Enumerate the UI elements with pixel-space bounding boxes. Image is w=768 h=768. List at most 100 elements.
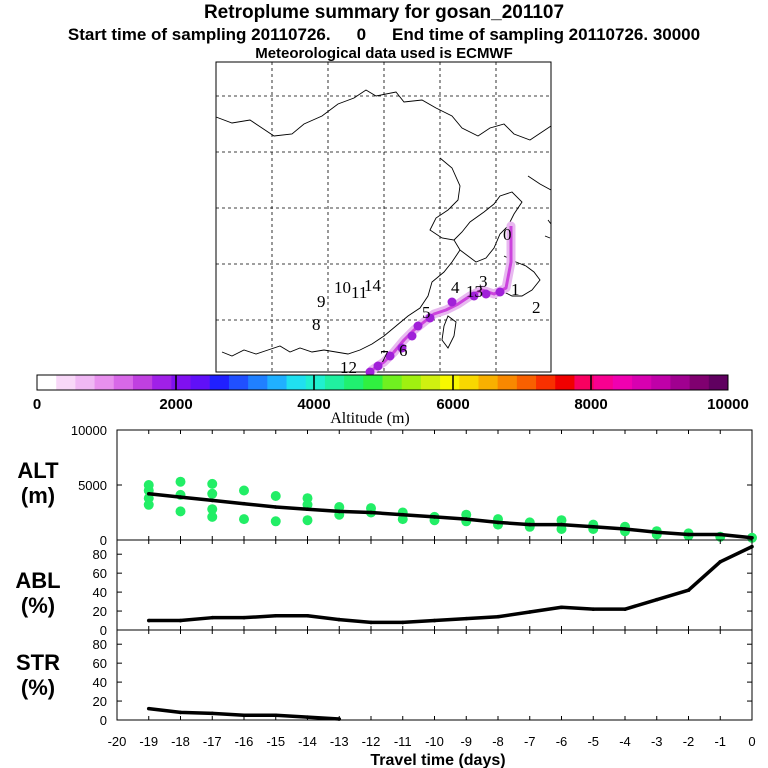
data-point bbox=[750, 536, 754, 540]
scatter-point bbox=[270, 516, 281, 527]
plume-point bbox=[373, 361, 383, 371]
data-point bbox=[464, 517, 469, 521]
x-tick-label: -7 bbox=[524, 734, 536, 749]
data-point bbox=[686, 532, 691, 537]
data-point bbox=[623, 527, 627, 531]
data-point bbox=[146, 618, 151, 623]
data-point bbox=[623, 607, 627, 611]
trajectory-label-day: 13 bbox=[466, 282, 483, 301]
y-tick-label: 60 bbox=[93, 566, 107, 581]
data-point bbox=[559, 522, 564, 527]
data-point bbox=[432, 515, 437, 519]
data-point bbox=[242, 713, 246, 718]
data-point bbox=[400, 620, 405, 625]
colorbar-cell bbox=[75, 375, 96, 390]
start-time-label: Start time of sampling 20110726. bbox=[67, 25, 331, 44]
x-tick-label: -17 bbox=[203, 734, 222, 749]
scatter-point bbox=[207, 504, 218, 515]
plume-point bbox=[413, 321, 423, 331]
x-tick-label: -10 bbox=[425, 734, 444, 749]
series-line bbox=[148, 545, 753, 625]
trajectory-label-day: 8 bbox=[312, 315, 321, 334]
colorbar-cell bbox=[324, 375, 345, 390]
trajectory-label-day: 12 bbox=[340, 358, 357, 377]
scatter-point bbox=[143, 499, 154, 510]
colorbar-cell bbox=[651, 375, 671, 390]
data-point bbox=[337, 617, 342, 622]
x-tick-label: -9 bbox=[460, 734, 472, 749]
plume-point bbox=[495, 287, 505, 297]
series-line bbox=[148, 492, 753, 540]
trajectory-plume bbox=[365, 221, 516, 377]
data-point bbox=[273, 613, 278, 618]
data-point bbox=[146, 706, 151, 711]
colorbar-cell bbox=[593, 375, 614, 390]
plume-point bbox=[447, 297, 457, 307]
x-tick-label: -19 bbox=[139, 734, 158, 749]
data-point bbox=[210, 498, 215, 503]
colorbar-cell bbox=[228, 375, 249, 390]
data-point bbox=[400, 512, 405, 517]
colorbar-cell bbox=[689, 375, 710, 390]
panel-label: (m) bbox=[21, 483, 55, 508]
colorbar-cell bbox=[344, 375, 364, 390]
y-tick-label: 20 bbox=[93, 694, 107, 709]
x-tick-label: -3 bbox=[651, 734, 663, 749]
met-data-line: Meteorological data used is ECMWF bbox=[255, 45, 513, 62]
colorbar-cell bbox=[94, 375, 115, 390]
data-point bbox=[591, 607, 596, 611]
colorbar-cell bbox=[516, 375, 537, 390]
y-tick-label: 80 bbox=[93, 637, 107, 652]
data-point bbox=[654, 597, 659, 602]
colorbar-cell bbox=[267, 375, 288, 390]
y-tick-label: 60 bbox=[93, 656, 107, 671]
colorbar-tick-label: 2000 bbox=[159, 396, 192, 413]
colorbar-cell bbox=[305, 375, 326, 390]
x-tick-label: -20 bbox=[108, 734, 127, 749]
colorbar-cell bbox=[478, 375, 499, 390]
trajectory-label-day: 6 bbox=[399, 341, 408, 360]
data-point bbox=[242, 501, 246, 506]
trajectory-label-day: 11 bbox=[351, 283, 367, 302]
trajectory-label-day: 7 bbox=[380, 347, 389, 366]
data-point bbox=[305, 613, 310, 618]
y-tick-label: 20 bbox=[93, 604, 107, 619]
x-tick-label: -8 bbox=[492, 734, 504, 749]
y-tick-label: 40 bbox=[93, 585, 107, 600]
map-gridlines bbox=[216, 62, 551, 372]
coastlines bbox=[215, 89, 552, 357]
x-tick-label: -4 bbox=[619, 734, 631, 749]
map-frame bbox=[215, 61, 552, 373]
x-tick-label: -16 bbox=[235, 734, 254, 749]
panel-label: ABL bbox=[15, 568, 60, 593]
colorbar-label: Altitude (m) bbox=[330, 410, 410, 427]
y-tick-label: 0 bbox=[100, 623, 107, 638]
scatter-point bbox=[207, 488, 218, 499]
data-point bbox=[178, 710, 183, 715]
colorbar-cell bbox=[632, 375, 652, 390]
trajectory-label-day: 10 bbox=[334, 278, 351, 297]
data-point bbox=[369, 620, 373, 625]
x-tick-label: -2 bbox=[683, 734, 695, 749]
colorbar-cell bbox=[536, 375, 556, 390]
colorbar-tick-label: 8000 bbox=[574, 396, 607, 413]
colorbar-cell bbox=[420, 375, 441, 390]
x-tick-label: -11 bbox=[394, 734, 412, 749]
y-tick-label: 10000 bbox=[71, 423, 107, 438]
plume-point bbox=[481, 289, 491, 299]
end-time-label: End time of sampling 20110726. 30000 bbox=[392, 25, 701, 44]
trajectory-label-day: 0 bbox=[503, 225, 512, 244]
x-tick-label: -13 bbox=[330, 734, 349, 749]
colorbar-cell bbox=[152, 375, 172, 390]
data-point bbox=[527, 522, 532, 527]
colorbar-cell bbox=[612, 375, 633, 390]
colorbar-cell bbox=[363, 375, 383, 390]
data-point bbox=[273, 713, 278, 718]
panel-frame bbox=[116, 629, 753, 721]
altitude-colorbar: 0 2000 4000 6000 8000 10000 Altitude (m) bbox=[33, 374, 749, 427]
plume-point bbox=[365, 367, 375, 377]
data-point bbox=[305, 507, 310, 512]
data-point bbox=[369, 510, 373, 515]
scatter-point bbox=[175, 506, 186, 517]
